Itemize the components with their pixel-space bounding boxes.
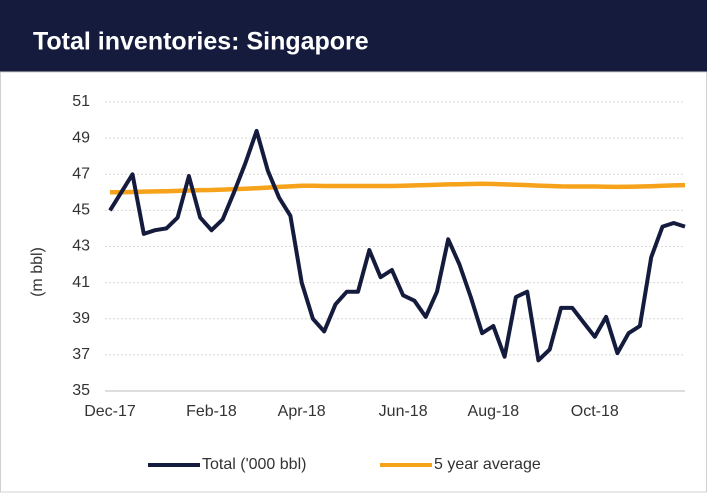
series-line — [110, 181, 686, 195]
legend-label: 5 year average — [434, 456, 541, 473]
x-tick-label: Feb-18 — [186, 403, 237, 420]
y-tick-label: 47 — [72, 165, 90, 182]
x-tick-label: Apr-18 — [278, 403, 326, 420]
y-tick-label: 35 — [72, 382, 90, 399]
chart-title: Total inventories: Singapore — [33, 28, 369, 56]
y-tick-label: 39 — [72, 310, 90, 327]
y-tick-label: 45 — [72, 202, 90, 219]
y-tick-label: 43 — [72, 238, 90, 255]
y-tick-label: 37 — [72, 346, 90, 363]
x-tick-label: Aug-18 — [468, 403, 520, 420]
series-line — [108, 128, 686, 363]
y-tick-label: 41 — [72, 274, 90, 291]
y-axis-label: (m bbl) — [29, 247, 46, 297]
y-tick-label: 49 — [72, 129, 90, 146]
x-tick-label: Dec-17 — [84, 403, 136, 420]
y-tick-label: 51 — [72, 93, 90, 110]
chart-border — [0, 71, 707, 493]
title-bar — [0, 0, 707, 72]
x-tick-label: Oct-18 — [571, 403, 619, 420]
x-tick-label: Jun-18 — [379, 403, 428, 420]
legend-label: Total ('000 bbl) — [202, 456, 306, 473]
